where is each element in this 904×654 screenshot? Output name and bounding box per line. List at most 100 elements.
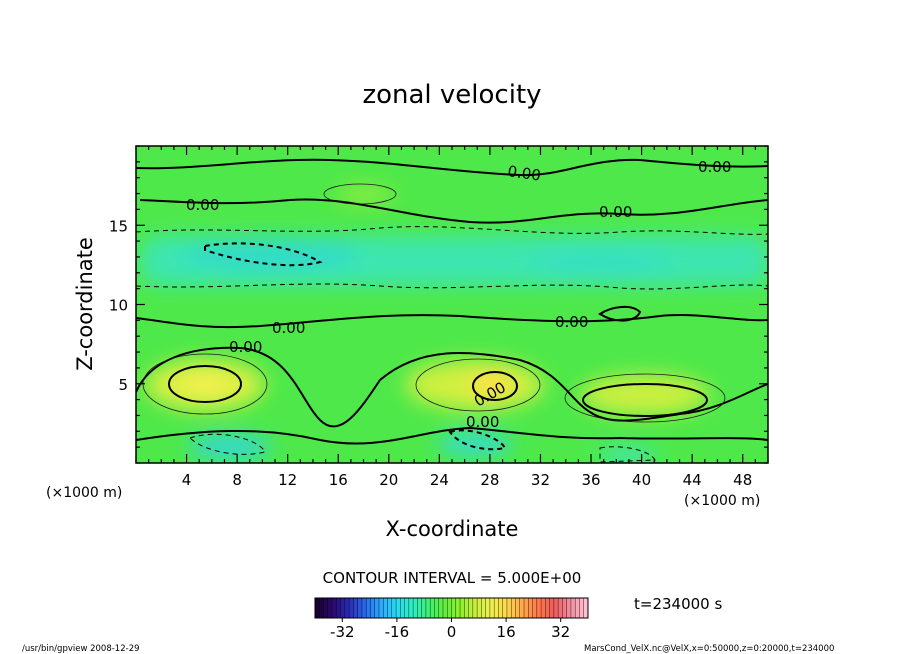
negative-core [180, 239, 360, 271]
colorbar-cell [413, 598, 418, 618]
x-tick-label: 32 [531, 471, 550, 489]
colorbar-cell [506, 598, 512, 618]
zero-contour [136, 158, 768, 177]
colorbar-cell [438, 598, 444, 618]
colorbar-cell [421, 598, 427, 618]
x-tick-label: 20 [379, 471, 398, 489]
x-tick-label: 8 [232, 471, 242, 489]
colorbar-cell [447, 598, 452, 618]
contours-dashed [136, 226, 768, 463]
x-tick-label: 4 [182, 471, 192, 489]
colorbar-cell [553, 598, 559, 618]
x-tick-label: 24 [430, 471, 449, 489]
x-axis-label: X-coordinate [386, 517, 519, 541]
colorbar-cell [391, 598, 397, 618]
time-label: t=234000 s [634, 595, 722, 613]
colorbar-cell [489, 598, 495, 618]
colorbar-cell [319, 598, 324, 618]
colorbar-cell [451, 598, 457, 618]
colorbar-cell [562, 598, 567, 618]
contour-label: 0.00 [599, 203, 632, 221]
colorbar-cell [460, 598, 465, 618]
contour-label: 0.00 [698, 158, 731, 176]
zero-contour [598, 306, 642, 322]
negative-bottom-left [188, 435, 272, 459]
contour-label: 0.00 [272, 319, 305, 337]
colorbar-cell [498, 598, 503, 618]
zero-contour [139, 198, 768, 224]
colorbar-cell [477, 598, 482, 618]
negative-bottom-right [598, 448, 658, 463]
colorbar-cell [464, 598, 469, 618]
x-tick-label: 28 [480, 471, 499, 489]
negative-contour [189, 433, 266, 455]
colorbar-cell [468, 598, 474, 618]
colorbar-cell [575, 598, 580, 618]
colorbar-cell [336, 598, 341, 618]
positive-max-left-core [175, 370, 235, 398]
negative-contour [599, 446, 656, 463]
x-tick-label: 40 [632, 471, 651, 489]
plot-area: 0.00 0.00 0.00 0.00 0.00 0.00 0.00 0.00 … [136, 146, 768, 463]
positive-max-center-core [470, 371, 514, 399]
colorbar-cell [370, 598, 376, 618]
colorbar-cell [430, 598, 435, 618]
colorbar-cell [485, 598, 491, 618]
colorbar-cell [323, 598, 329, 618]
colorbar-cell [579, 598, 585, 618]
field-shading [140, 186, 768, 463]
zero-contour [136, 346, 768, 428]
colorbar-cell [583, 598, 589, 618]
colorbar-cell [366, 598, 371, 618]
colorbar-cell [570, 598, 576, 618]
colorbar-cell [549, 598, 555, 618]
zero-contour [136, 426, 768, 445]
negative-contour [204, 242, 323, 267]
contour-label: 0.00 [466, 413, 499, 431]
positive-upper [335, 186, 395, 204]
colorbar-cell [344, 598, 350, 618]
y-tick-labels: 5 10 15 [109, 217, 128, 394]
colorbar-cell [481, 598, 486, 618]
colorbar-cell [327, 598, 333, 618]
colorbar-cell [383, 598, 388, 618]
positive-max-right [580, 375, 710, 415]
colorbar-tick-label: -16 [385, 623, 410, 641]
colorbar-cell [532, 598, 538, 618]
x-tick-label: 48 [733, 471, 752, 489]
x-unit-right: (×1000 m) [684, 493, 760, 509]
colorbar-tick-label: -32 [330, 623, 355, 641]
colorbar-cell [417, 598, 422, 618]
thin-contour [564, 373, 726, 423]
chart-title: zonal velocity [362, 80, 541, 110]
contour-labels: 0.00 0.00 0.00 0.00 0.00 0.00 0.00 0.00 … [186, 158, 731, 431]
colorbar-cell [357, 598, 363, 618]
contour-interval-text: CONTOUR INTERVAL = 5.000E+00 [323, 569, 582, 587]
x-tick-label: 12 [278, 471, 297, 489]
x-tick-label: 36 [581, 471, 600, 489]
contour-label: 0.00 [506, 162, 542, 184]
colorbar-cell [536, 598, 542, 618]
colorbar-cell [511, 598, 516, 618]
colorbar-cell [502, 598, 508, 618]
colorbar-cell [515, 598, 521, 618]
colorbar-cell [524, 598, 529, 618]
colorbar-tick-label: 16 [497, 623, 516, 641]
colorbar-cell [400, 598, 405, 618]
colorbar-tick-label: 32 [551, 623, 570, 641]
y-tick-label: 15 [109, 217, 128, 235]
x-tick-labels: 4 8 12 16 20 24 28 32 36 40 44 48 [182, 471, 752, 489]
colorbar-tick-label: 0 [447, 623, 457, 641]
colorbar-cell [374, 598, 380, 618]
colorbar-cell [349, 598, 354, 618]
footer-right: MarsCond_VelX.nc@VelX,x=0:50000,z=0:2000… [584, 644, 834, 654]
y-axis-label: Z-coordinate [73, 237, 97, 371]
thin-contour [323, 183, 397, 205]
colorbar-cell [455, 598, 461, 618]
colorbar [314, 598, 589, 618]
colorbar-cell [442, 598, 448, 618]
colorbar-cell [361, 598, 367, 618]
contour-label: 0.00 [555, 313, 588, 331]
colorbar-cell [353, 598, 358, 618]
